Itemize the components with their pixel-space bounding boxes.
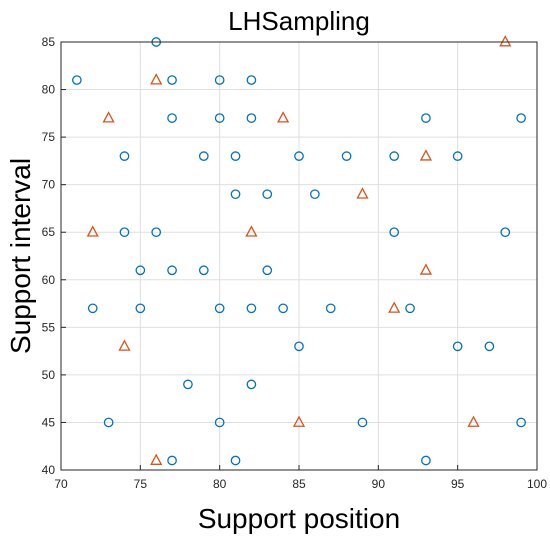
circle-point xyxy=(421,113,431,123)
y-tick-label: 45 xyxy=(42,415,56,429)
triangle-point xyxy=(150,73,163,85)
triangle-point xyxy=(277,111,290,123)
circle-point xyxy=(262,189,273,200)
triangle-point xyxy=(419,263,433,275)
y-tick-label: 55 xyxy=(42,320,56,334)
circle-point xyxy=(262,265,273,276)
circle-point xyxy=(389,151,400,161)
circle-point xyxy=(484,341,495,352)
circle-point xyxy=(325,303,336,314)
circle-point xyxy=(119,151,130,161)
triangle-point xyxy=(419,149,433,161)
circle-point xyxy=(246,113,257,123)
circle-point xyxy=(341,151,352,161)
circle-point xyxy=(230,151,241,161)
circle-point xyxy=(389,227,400,238)
circle-point xyxy=(214,303,225,314)
circle-point xyxy=(500,227,511,238)
circle-point xyxy=(151,227,162,238)
triangle-point xyxy=(388,301,401,313)
x-tick-label: 75 xyxy=(134,477,148,491)
y-tick-label: 60 xyxy=(42,273,56,287)
circle-point xyxy=(294,151,304,161)
data-marks xyxy=(72,35,526,466)
x-tick-label: 80 xyxy=(213,477,227,491)
triangle-point xyxy=(150,453,163,465)
triangle-point xyxy=(467,415,480,427)
triangle-point xyxy=(245,225,258,237)
circle-point xyxy=(421,455,431,466)
y-tick-label: 50 xyxy=(42,368,56,382)
tick-labels: 70 75 80 85 90 95 100 40 45 50 55 60 65 70 75 80 85 xyxy=(42,35,548,491)
y-tick-label: 70 xyxy=(42,178,56,192)
x-tick-label: 70 xyxy=(54,477,68,491)
circle-point xyxy=(246,75,257,85)
y-tick-label: 80 xyxy=(42,83,56,97)
triangle-point xyxy=(292,415,306,427)
circle-point xyxy=(198,151,209,161)
circle-point xyxy=(103,417,114,428)
x-tick-label: 95 xyxy=(451,477,465,491)
y-tick-label: 75 xyxy=(42,130,56,144)
circle-point xyxy=(72,75,82,85)
x-axis-label: Support position xyxy=(198,503,400,534)
circle-point xyxy=(357,417,368,428)
triangle-point xyxy=(118,339,131,351)
circle-point xyxy=(516,113,526,123)
circle-point xyxy=(214,75,225,85)
circle-point xyxy=(167,455,177,466)
circle-point xyxy=(135,303,146,314)
circle-point xyxy=(119,227,130,238)
circle-point xyxy=(230,455,241,466)
circle-point xyxy=(167,75,177,85)
circle-point xyxy=(310,189,320,200)
chart-title: LHSampling xyxy=(228,6,370,36)
circle-point xyxy=(452,151,463,161)
circle-point xyxy=(246,303,257,314)
x-tick-label: 90 xyxy=(372,477,386,491)
circle-point xyxy=(87,303,98,314)
circle-point xyxy=(214,113,225,123)
circle-point xyxy=(214,417,225,428)
y-tick-label: 40 xyxy=(42,463,56,477)
circle-point xyxy=(183,379,193,390)
circle-point xyxy=(198,265,209,276)
circle-point xyxy=(405,303,415,314)
triangle-point xyxy=(499,35,512,47)
circle-point xyxy=(452,341,463,352)
triangle-point xyxy=(102,111,115,123)
y-tick-label: 65 xyxy=(42,225,56,239)
circle-point xyxy=(135,265,146,276)
y-axis-label: Support interval xyxy=(5,158,36,354)
circle-point xyxy=(246,379,257,390)
x-tick-label: 85 xyxy=(292,477,306,491)
circle-point xyxy=(167,265,177,276)
circle-point xyxy=(167,113,177,123)
triangle-point xyxy=(356,187,369,199)
x-tick-label: 100 xyxy=(527,477,547,491)
y-tick-label: 85 xyxy=(42,35,56,49)
circle-point xyxy=(278,303,288,314)
circle-point xyxy=(294,341,304,352)
circle-point xyxy=(230,189,241,200)
triangle-point xyxy=(86,225,99,237)
circle-point xyxy=(516,417,526,428)
